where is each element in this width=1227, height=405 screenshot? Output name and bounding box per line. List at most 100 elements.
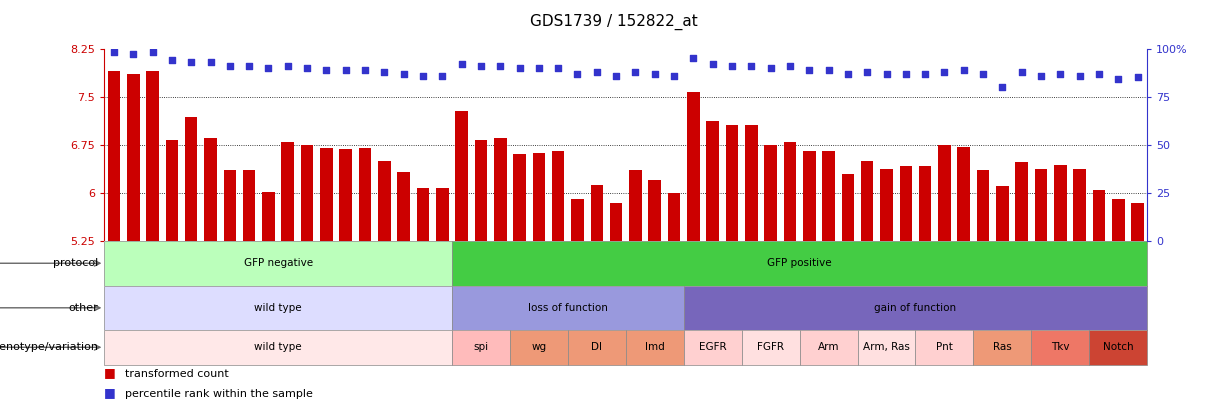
Point	[317, 66, 336, 73]
Bar	[957, 147, 971, 241]
Point	[182, 59, 201, 65]
Bar	[745, 125, 757, 241]
Point	[1108, 76, 1128, 83]
Text: Notch: Notch	[1103, 342, 1134, 352]
Bar	[436, 188, 449, 241]
Bar	[126, 74, 140, 241]
Bar	[1112, 199, 1125, 241]
Bar	[223, 170, 236, 241]
Text: ■: ■	[104, 386, 117, 399]
Bar	[320, 148, 333, 241]
Text: gain of function: gain of function	[875, 303, 957, 313]
Point	[953, 66, 973, 73]
Bar	[146, 71, 158, 241]
Bar	[452, 241, 1147, 286]
Bar	[842, 174, 854, 241]
Text: genotype/variation: genotype/variation	[0, 342, 98, 352]
Bar	[973, 330, 1032, 364]
Bar	[417, 188, 429, 241]
Point	[355, 66, 374, 73]
Point	[876, 70, 896, 77]
Bar	[475, 140, 487, 241]
Text: transformed count: transformed count	[125, 369, 229, 379]
Bar	[741, 330, 800, 364]
Bar	[899, 166, 912, 241]
Point	[838, 70, 858, 77]
Text: Pnt: Pnt	[936, 342, 953, 352]
Point	[279, 63, 298, 69]
Point	[723, 63, 742, 69]
Bar	[648, 180, 661, 241]
Point	[432, 72, 452, 79]
Bar	[1131, 202, 1144, 241]
Bar	[915, 330, 973, 364]
Point	[374, 68, 394, 75]
Point	[1031, 72, 1050, 79]
Bar	[1054, 165, 1066, 241]
Point	[973, 70, 993, 77]
Text: Arm, Ras: Arm, Ras	[863, 342, 910, 352]
Text: GDS1739 / 152822_at: GDS1739 / 152822_at	[530, 14, 697, 30]
Point	[1070, 72, 1090, 79]
Bar	[687, 92, 699, 241]
Bar	[725, 125, 739, 241]
Bar	[455, 111, 467, 241]
Point	[548, 65, 568, 71]
Point	[626, 68, 645, 75]
Point	[780, 63, 800, 69]
Bar	[858, 330, 915, 364]
Bar	[1090, 330, 1147, 364]
Text: Ras: Ras	[993, 342, 1012, 352]
Bar	[683, 286, 1147, 330]
Point	[915, 70, 935, 77]
Point	[297, 65, 317, 71]
Text: Tkv: Tkv	[1052, 342, 1070, 352]
Point	[761, 65, 780, 71]
Bar	[568, 330, 626, 364]
Bar	[185, 117, 198, 241]
Text: protocol: protocol	[53, 258, 98, 268]
Bar	[378, 161, 390, 241]
Point	[645, 70, 665, 77]
Bar	[919, 166, 931, 241]
Point	[529, 65, 548, 71]
Text: Arm: Arm	[818, 342, 839, 352]
Bar	[104, 286, 452, 330]
Text: EGFR: EGFR	[699, 342, 726, 352]
Bar	[1032, 330, 1090, 364]
Point	[452, 61, 471, 67]
Point	[201, 59, 221, 65]
Point	[683, 55, 703, 62]
Bar	[1034, 168, 1048, 241]
Bar	[494, 139, 507, 241]
Point	[336, 66, 356, 73]
Bar	[1074, 168, 1086, 241]
Point	[858, 68, 877, 75]
Bar	[707, 121, 719, 241]
Text: GFP positive: GFP positive	[767, 258, 832, 268]
Bar	[610, 202, 622, 241]
Text: other: other	[69, 303, 98, 313]
Point	[703, 61, 723, 67]
Bar	[626, 330, 683, 364]
Bar	[358, 148, 372, 241]
Point	[259, 65, 279, 71]
Bar	[977, 171, 989, 241]
Point	[1090, 70, 1109, 77]
Bar	[301, 145, 313, 241]
Text: spi: spi	[474, 342, 488, 352]
Text: wild type: wild type	[254, 303, 302, 313]
Point	[124, 51, 144, 58]
Point	[993, 84, 1012, 90]
Bar	[764, 145, 777, 241]
Text: percentile rank within the sample: percentile rank within the sample	[125, 389, 313, 399]
Bar	[513, 154, 526, 241]
Bar	[800, 330, 858, 364]
Bar	[880, 168, 893, 241]
Point	[239, 63, 259, 69]
Bar	[104, 330, 452, 364]
Text: lmd: lmd	[645, 342, 665, 352]
Point	[664, 72, 683, 79]
Point	[1050, 70, 1070, 77]
Bar	[340, 149, 352, 241]
